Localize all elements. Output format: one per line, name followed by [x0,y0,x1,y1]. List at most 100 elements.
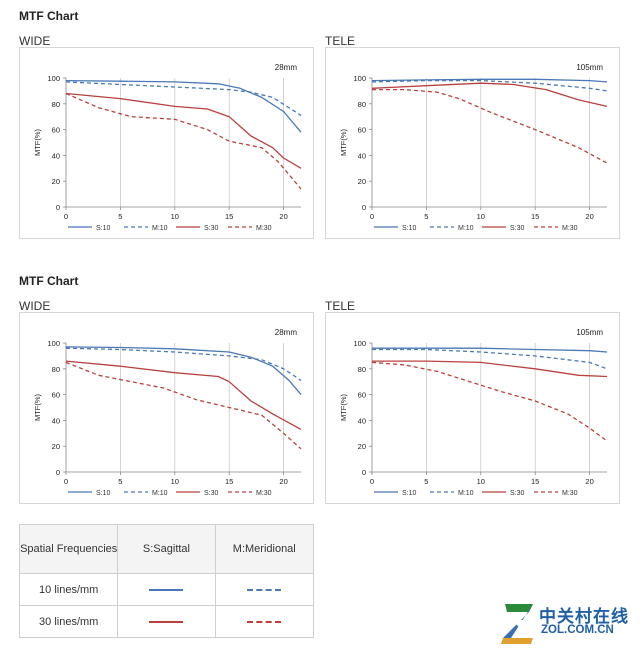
y-tick-label: 0 [56,468,60,477]
legend-label: S:10 [96,490,111,497]
legend-label: S:30 [510,490,525,497]
series-line-m10 [65,347,302,381]
dashed-line-swatch [247,588,282,591]
focal-length-label: 105mm [576,328,603,337]
header-spatial-frequencies: Spatial Frequencies [18,524,119,574]
legend-label: M:10 [458,490,474,497]
y-tick-label: 100 [353,74,366,83]
series-line-s30 [371,82,608,108]
focal-length-label: 28mm [275,328,298,337]
legend-label: M:30 [562,225,578,232]
y-tick-label: 40 [358,416,366,425]
x-tick-label: 15 [225,477,233,486]
legend-key-row: 30 lines/mm [18,605,315,638]
y-tick-label: 100 [353,339,366,348]
x-tick-label: 5 [424,477,428,486]
mtf-chart-svg: 0 20 40 60 80 100 0 5 10 15 20 MTF(%) 105mm S:10 M:10 S… [339,328,608,497]
y-tick-label: 60 [358,391,366,400]
mtf-chart-svg: 0 20 40 60 80 100 0 5 10 15 20 MTF(%) 28mm S:10 M:10 S:… [33,63,302,232]
x-tick-label: 0 [64,477,68,486]
legend-label: S:30 [204,225,219,232]
section-title: MTF Chart [19,274,79,288]
legend-label: M:10 [152,490,168,497]
dashed-line-swatch [247,620,282,623]
logo-chinese-text: 中关村在线 [539,607,629,626]
logo-domain-text: ZOL.COM.CN [541,624,614,636]
y-tick-label: 20 [52,177,60,186]
x-tick-label: 10 [477,212,485,221]
header-meridional: M:Meridional [214,524,315,574]
focal-length-label: 28mm [275,63,298,72]
legend-label: M:30 [256,490,272,497]
x-tick-label: 5 [118,477,122,486]
legend-label: M:30 [256,225,272,232]
x-tick-label: 15 [531,477,539,486]
y-tick-label: 60 [52,126,60,135]
legend-key-table: Spatial Frequencies S:Sagittal M:Meridio… [18,524,315,638]
row-label-10: 10 lines/mm [18,573,119,606]
series-line-s10 [65,346,302,396]
legend-label: M:10 [152,225,168,232]
sample-solid-red [117,605,216,638]
header-sagittal: S:Sagittal [117,524,216,574]
series-line-s30 [65,360,302,430]
x-tick-label: 5 [424,212,428,221]
x-tick-label: 0 [370,477,374,486]
mtf-chart-wide: 0 20 40 60 80 100 0 5 10 15 20 MTF(%) 28mm S:10 M:10 S:… [19,312,314,504]
zol-logo: 中关村在线 ZOL.COM.CN [499,600,634,644]
mtf-chart-tele: 0 20 40 60 80 100 0 5 10 15 20 MTF(%) 105mm S:10 M:10 S… [325,312,620,504]
series-line-s10 [65,79,302,133]
mtf-chart-tele: 0 20 40 60 80 100 0 5 10 15 20 MTF(%) 105mm S:10 M:10 S… [325,47,620,239]
series-line-m30 [65,92,302,190]
series-line-m10 [372,348,608,370]
series-line-s30 [65,92,302,169]
x-tick-label: 20 [585,212,593,221]
panel-label-tele: TELE [325,34,356,48]
y-axis-label: MTF(%) [33,393,42,421]
legend-label: S:10 [402,490,417,497]
y-axis-label: MTF(%) [339,128,348,156]
y-tick-label: 100 [47,339,60,348]
x-tick-label: 0 [64,212,68,221]
focal-length-label: 105mm [576,63,603,72]
legend-key-row: 10 lines/mm [18,573,315,606]
sample-dash-red [214,605,315,638]
y-tick-label: 80 [52,365,60,374]
legend-label: S:10 [96,225,111,232]
x-tick-label: 20 [279,212,287,221]
section-title: MTF Chart [19,9,79,23]
series-line-m30 [372,88,608,164]
x-tick-label: 20 [585,477,593,486]
y-axis-label: MTF(%) [339,393,348,421]
series-line-s10 [372,347,608,353]
legend-key-header: Spatial Frequencies S:Sagittal M:Meridio… [18,524,315,574]
x-tick-label: 5 [118,212,122,221]
legend-label: S:30 [204,490,219,497]
legend-label: S:10 [402,225,417,232]
panel-label-wide: WIDE [19,299,51,313]
x-tick-label: 0 [370,212,374,221]
series-line-s30 [372,360,608,378]
x-tick-label: 10 [171,212,179,221]
x-tick-label: 20 [279,477,287,486]
legend-label: M:10 [458,225,474,232]
row-label-30: 30 lines/mm [18,605,119,638]
y-tick-label: 60 [358,126,366,135]
y-tick-label: 80 [52,100,60,109]
solid-line-swatch [149,620,184,623]
series-line-m10 [65,81,302,116]
series-line-m30 [65,361,302,450]
y-tick-label: 20 [52,442,60,451]
x-tick-label: 15 [531,212,539,221]
mtf-chart-svg: 0 20 40 60 80 100 0 5 10 15 20 MTF(%) 28mm S:10 M:10 S:… [33,328,302,497]
y-tick-label: 20 [358,442,366,451]
y-tick-label: 80 [358,365,366,374]
legend-label: S:30 [510,225,525,232]
panel-label-tele: TELE [325,299,356,313]
y-tick-label: 100 [47,74,60,83]
y-tick-label: 40 [52,151,60,160]
sample-dash-blue [214,573,315,606]
y-tick-label: 0 [362,468,366,477]
y-axis-label: MTF(%) [33,128,42,156]
legend-label: M:30 [562,490,578,497]
